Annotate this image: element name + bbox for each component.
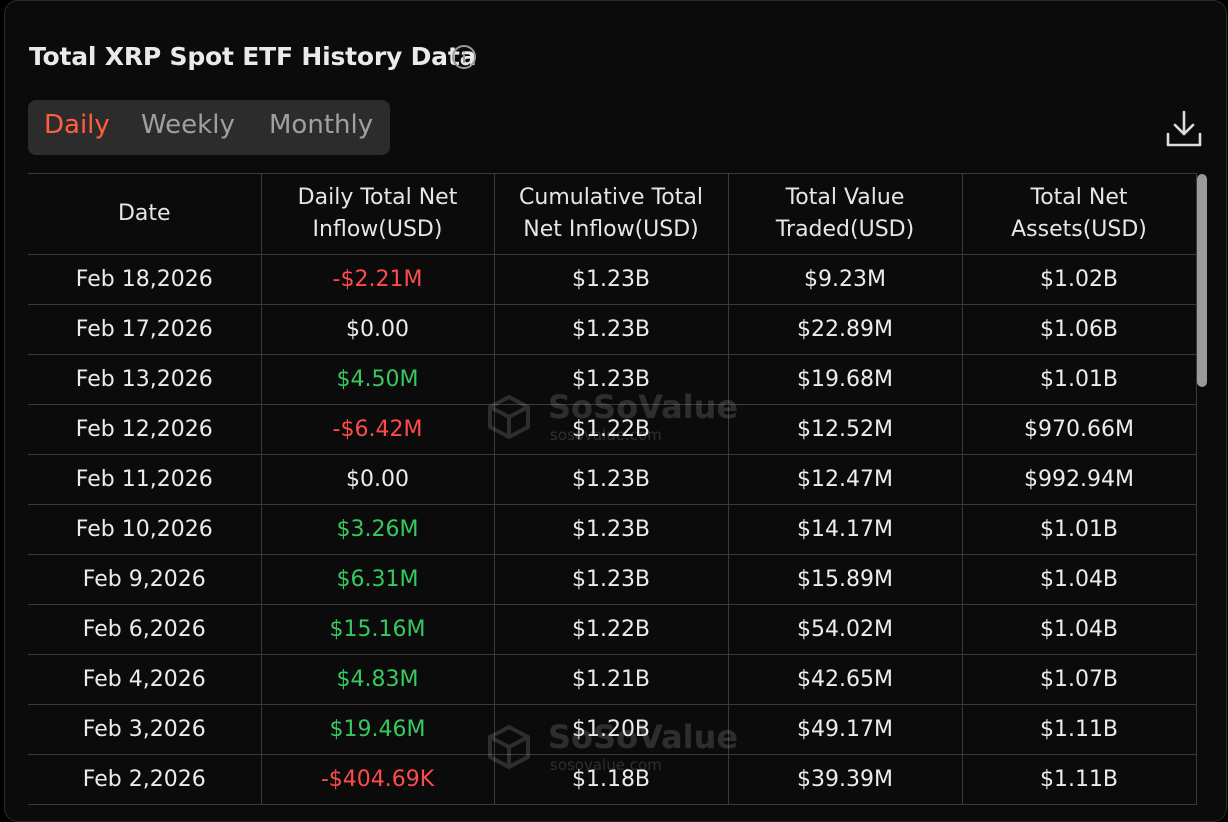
table-row[interactable]: Feb 3,2026 $19.46M $1.20B $49.17M $1.11B bbox=[28, 704, 1197, 755]
cell-total-value-traded: $12.47M bbox=[727, 454, 963, 505]
column-header-line: Daily Total Net bbox=[297, 185, 458, 210]
cell-total-net-assets: $1.07B bbox=[961, 654, 1197, 705]
period-tabs: Daily Weekly Monthly bbox=[28, 100, 390, 155]
cell-date: Feb 2,2026 bbox=[28, 754, 262, 805]
cell-total-net-assets: $1.06B bbox=[961, 304, 1197, 355]
cell-total-value-traded: $9.23M bbox=[727, 254, 963, 305]
cell-cumulative-net-inflow: $1.22B bbox=[493, 404, 729, 455]
column-header-date[interactable]: Date bbox=[28, 173, 262, 255]
table-row[interactable]: Feb 4,2026 $4.83M $1.21B $42.65M $1.07B bbox=[28, 654, 1197, 705]
cell-daily-net-inflow: -$6.42M bbox=[260, 404, 495, 455]
tab-weekly[interactable]: Weekly bbox=[141, 110, 235, 140]
table-row[interactable]: Feb 11,2026 $0.00 $1.23B $12.47M $992.94M bbox=[28, 454, 1197, 505]
cell-cumulative-net-inflow: $1.23B bbox=[493, 354, 729, 405]
scrollbar-thumb[interactable] bbox=[1197, 174, 1207, 387]
info-icon[interactable] bbox=[452, 45, 476, 69]
cell-date: Feb 10,2026 bbox=[28, 504, 262, 555]
cell-date: Feb 12,2026 bbox=[28, 404, 262, 455]
table-header-row: Date Daily Total Net Inflow(USD) Cumulati… bbox=[28, 173, 1197, 255]
column-header-total-value-traded[interactable]: Total Value Traded(USD) bbox=[727, 173, 963, 255]
table-body: Feb 18,2026 -$2.21M $1.23B $9.23M $1.02B Feb … bbox=[28, 254, 1197, 805]
column-header-line: Date bbox=[117, 201, 171, 226]
cell-total-value-traded: $39.39M bbox=[727, 754, 963, 805]
cell-total-net-assets: $1.11B bbox=[961, 704, 1197, 755]
column-header-line: Net Inflow(USD) bbox=[523, 217, 699, 242]
cell-total-net-assets: $1.02B bbox=[961, 254, 1197, 305]
column-header-line: Total Net bbox=[1030, 185, 1128, 210]
cell-date: Feb 17,2026 bbox=[28, 304, 262, 355]
column-header-total-net-assets[interactable]: Total Net Assets(USD) bbox=[961, 173, 1197, 255]
cell-daily-net-inflow: -$2.21M bbox=[260, 254, 495, 305]
cell-total-value-traded: $22.89M bbox=[727, 304, 963, 355]
cell-daily-net-inflow: $0.00 bbox=[260, 304, 495, 355]
cell-date: Feb 9,2026 bbox=[28, 554, 262, 605]
cell-cumulative-net-inflow: $1.22B bbox=[493, 604, 729, 655]
cell-cumulative-net-inflow: $1.23B bbox=[493, 554, 729, 605]
column-header-line: Assets(USD) bbox=[1011, 217, 1147, 242]
cell-daily-net-inflow: $19.46M bbox=[260, 704, 495, 755]
cell-total-net-assets: $992.94M bbox=[961, 454, 1197, 505]
cell-date: Feb 13,2026 bbox=[28, 354, 262, 405]
cell-total-value-traded: $42.65M bbox=[727, 654, 963, 705]
cell-total-net-assets: $1.04B bbox=[961, 554, 1197, 605]
table-row[interactable]: Feb 12,2026 -$6.42M $1.22B $12.52M $970.66M bbox=[28, 404, 1197, 455]
table-row[interactable]: Feb 9,2026 $6.31M $1.23B $15.89M $1.04B bbox=[28, 554, 1197, 605]
cell-cumulative-net-inflow: $1.21B bbox=[493, 654, 729, 705]
cell-total-value-traded: $49.17M bbox=[727, 704, 963, 755]
cell-total-value-traded: $12.52M bbox=[727, 404, 963, 455]
column-header-line: Traded(USD) bbox=[775, 217, 915, 242]
cell-daily-net-inflow: -$404.69K bbox=[260, 754, 495, 805]
download-icon[interactable] bbox=[1166, 110, 1202, 148]
cell-total-value-traded: $19.68M bbox=[727, 354, 963, 405]
column-header-line: Cumulative Total bbox=[519, 185, 703, 210]
cell-cumulative-net-inflow: $1.23B bbox=[493, 304, 729, 355]
cell-date: Feb 6,2026 bbox=[28, 604, 262, 655]
table-header: Date Daily Total Net Inflow(USD) Cumulati… bbox=[28, 173, 1197, 255]
cell-date: Feb 3,2026 bbox=[28, 704, 262, 755]
cell-daily-net-inflow: $4.83M bbox=[260, 654, 495, 705]
table-row[interactable]: Feb 18,2026 -$2.21M $1.23B $9.23M $1.02B bbox=[28, 254, 1197, 305]
cell-cumulative-net-inflow: $1.23B bbox=[493, 254, 729, 305]
cell-total-net-assets: $1.04B bbox=[961, 604, 1197, 655]
column-header-line: Inflow(USD) bbox=[312, 217, 443, 242]
cell-total-value-traded: $14.17M bbox=[727, 504, 963, 555]
table-row[interactable]: Feb 6,2026 $15.16M $1.22B $54.02M $1.04B bbox=[28, 604, 1197, 655]
page-title: Total XRP Spot ETF History Data bbox=[29, 42, 477, 71]
cell-total-net-assets: $1.01B bbox=[961, 504, 1197, 555]
cell-daily-net-inflow: $15.16M bbox=[260, 604, 495, 655]
cell-cumulative-net-inflow: $1.18B bbox=[493, 754, 729, 805]
etf-history-table: Date Daily Total Net Inflow(USD) Cumulati… bbox=[28, 173, 1197, 805]
table-row[interactable]: Feb 10,2026 $3.26M $1.23B $14.17M $1.01B bbox=[28, 504, 1197, 555]
cell-daily-net-inflow: $4.50M bbox=[260, 354, 495, 405]
cell-daily-net-inflow: $3.26M bbox=[260, 504, 495, 555]
cell-total-net-assets: $1.01B bbox=[961, 354, 1197, 405]
tab-monthly[interactable]: Monthly bbox=[269, 110, 374, 140]
table-row[interactable]: Feb 17,2026 $0.00 $1.23B $22.89M $1.06B bbox=[28, 304, 1197, 355]
column-header-cumulative-net-inflow[interactable]: Cumulative Total Net Inflow(USD) bbox=[493, 173, 729, 255]
cell-daily-net-inflow: $6.31M bbox=[260, 554, 495, 605]
cell-total-value-traded: $15.89M bbox=[727, 554, 963, 605]
cell-cumulative-net-inflow: $1.20B bbox=[493, 704, 729, 755]
cell-daily-net-inflow: $0.00 bbox=[260, 454, 495, 505]
cell-date: Feb 18,2026 bbox=[28, 254, 262, 305]
tab-daily[interactable]: Daily bbox=[44, 110, 110, 140]
cell-total-net-assets: $1.11B bbox=[961, 754, 1197, 805]
table-row[interactable]: Feb 13,2026 $4.50M $1.23B $19.68M $1.01B bbox=[28, 354, 1197, 405]
cell-cumulative-net-inflow: $1.23B bbox=[493, 454, 729, 505]
column-header-line: Total Value bbox=[785, 185, 905, 210]
cell-date: Feb 11,2026 bbox=[28, 454, 262, 505]
cell-total-net-assets: $970.66M bbox=[961, 404, 1197, 455]
cell-date: Feb 4,2026 bbox=[28, 654, 262, 705]
table-row[interactable]: Feb 2,2026 -$404.69K $1.18B $39.39M $1.11B bbox=[28, 754, 1197, 805]
cell-cumulative-net-inflow: $1.23B bbox=[493, 504, 729, 555]
column-header-daily-net-inflow[interactable]: Daily Total Net Inflow(USD) bbox=[260, 173, 495, 255]
cell-total-value-traded: $54.02M bbox=[727, 604, 963, 655]
